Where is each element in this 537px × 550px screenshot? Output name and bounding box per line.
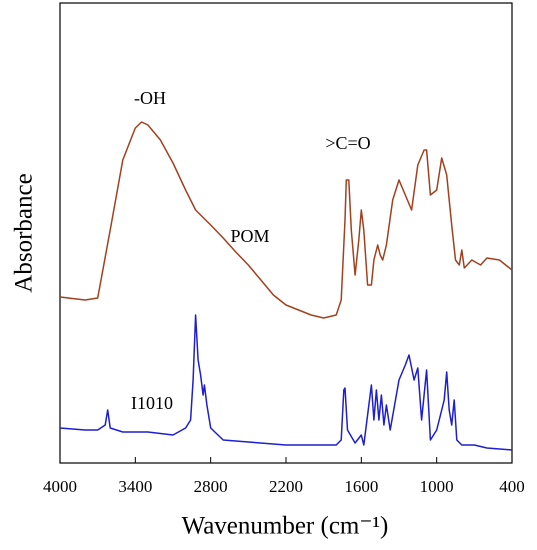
annotation: POM	[230, 226, 269, 246]
annotation: >C=O	[325, 133, 370, 153]
spectrum-line	[59, 314, 513, 451]
spectrum-line	[59, 121, 513, 319]
y-axis-label: Absorbance	[11, 173, 38, 292]
x-tick-label: 3400	[118, 477, 152, 496]
x-tick-label: 4000	[43, 477, 77, 496]
x-axis-label: Wavenumber (cm⁻¹)	[182, 513, 389, 540]
x-tick-label: 2800	[194, 477, 228, 496]
annotation: I1010	[131, 393, 173, 413]
x-tick-label: 1600	[344, 477, 378, 496]
x-tick-label: 1000	[420, 477, 454, 496]
annotation: -OH	[134, 88, 166, 108]
x-tick-label: 2200	[269, 477, 303, 496]
x-tick-label: 400	[499, 477, 525, 496]
